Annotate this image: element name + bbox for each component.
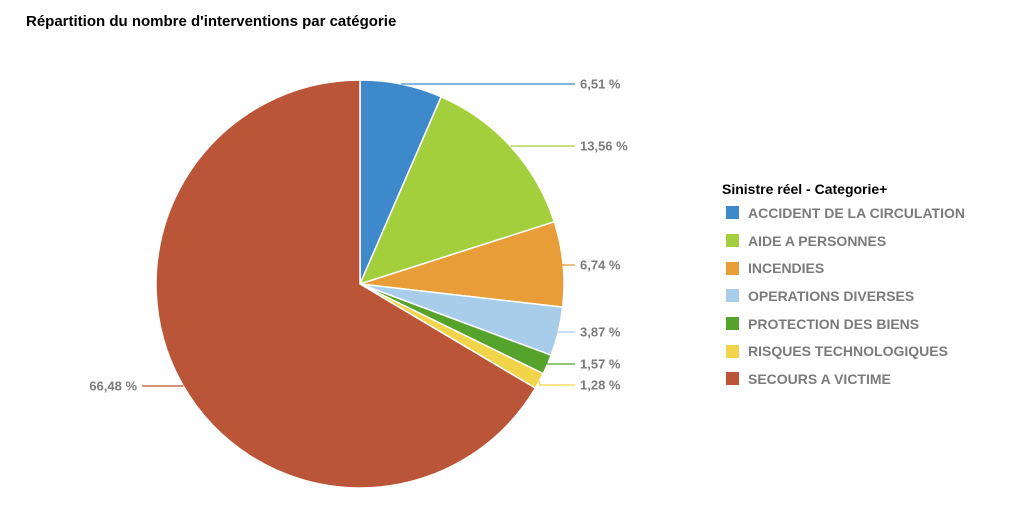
slice-labels: 6,51 % 13,56 % 6,74 % 3,87 % 1,57 % 1,28 % 66,…	[89, 77, 628, 394]
legend-label: OPERATIONS DIVERSES	[748, 287, 915, 304]
legend-label: RISQUES TECHNOLOGIQUES	[748, 343, 948, 360]
slice-percent-label: 13,56 %	[580, 139, 628, 154]
legend-swatch	[726, 206, 739, 220]
leader-line	[510, 145, 575, 148]
slice-percent-label: 3,87 %	[580, 325, 621, 340]
leader-line	[538, 381, 575, 386]
legend-item-incendies[interactable]: INCENDIES	[722, 254, 1017, 282]
legend-label: INCENDIES	[748, 260, 825, 277]
legend-item-operations-diverses[interactable]: OPERATIONS DIVERSES	[722, 282, 1017, 310]
legend-swatch	[726, 234, 739, 248]
leader-line	[546, 363, 575, 365]
legend-label: ACCIDENT DE LA CIRCULATION	[748, 204, 965, 221]
legend-item-protection-des-biens[interactable]: PROTECTION DES BIENS	[722, 310, 1017, 338]
slice-percent-label: 1,28 %	[580, 378, 621, 393]
slice-percent-label: 6,74 %	[580, 258, 621, 273]
legend-item-secours-a-victime[interactable]: SECOURS A VICTIME	[722, 365, 1017, 393]
legend-swatch	[726, 289, 739, 303]
legend-label: SECOURS A VICTIME	[748, 370, 891, 387]
legend-swatch	[726, 344, 739, 358]
legend-item-aide-a-personnes[interactable]: AIDE A PERSONNES	[722, 227, 1017, 255]
pie-slices	[155, 79, 565, 489]
pie-slice-secours-a-victime[interactable]	[155, 79, 537, 489]
slice-leader-lines	[142, 83, 575, 387]
legend-title: Sinistre réel - Categorie+	[722, 181, 888, 197]
slice-percent-label: 66,48 %	[89, 379, 137, 394]
legend: Sinistre réel - Categorie+ ACCIDENT DE L…	[722, 179, 1017, 393]
legend-label: AIDE A PERSONNES	[748, 232, 887, 249]
legend-swatch	[726, 317, 739, 331]
slice-percent-label: 6,51 %	[580, 77, 621, 92]
slice-percent-label: 1,57 %	[580, 357, 621, 372]
chart-title: Répartition du nombre d'interventions pa…	[26, 13, 397, 30]
legend-swatch	[726, 261, 739, 275]
legend-swatch	[726, 372, 739, 386]
leader-line	[142, 384, 184, 387]
leader-line	[562, 264, 575, 266]
legend-label: PROTECTION DES BIENS	[748, 315, 920, 332]
legend-item-accident-de-la-circulation[interactable]: ACCIDENT DE LA CIRCULATION	[722, 199, 1017, 227]
legend-item-risques-technologiques[interactable]: RISQUES TECHNOLOGIQUES	[722, 337, 1017, 365]
